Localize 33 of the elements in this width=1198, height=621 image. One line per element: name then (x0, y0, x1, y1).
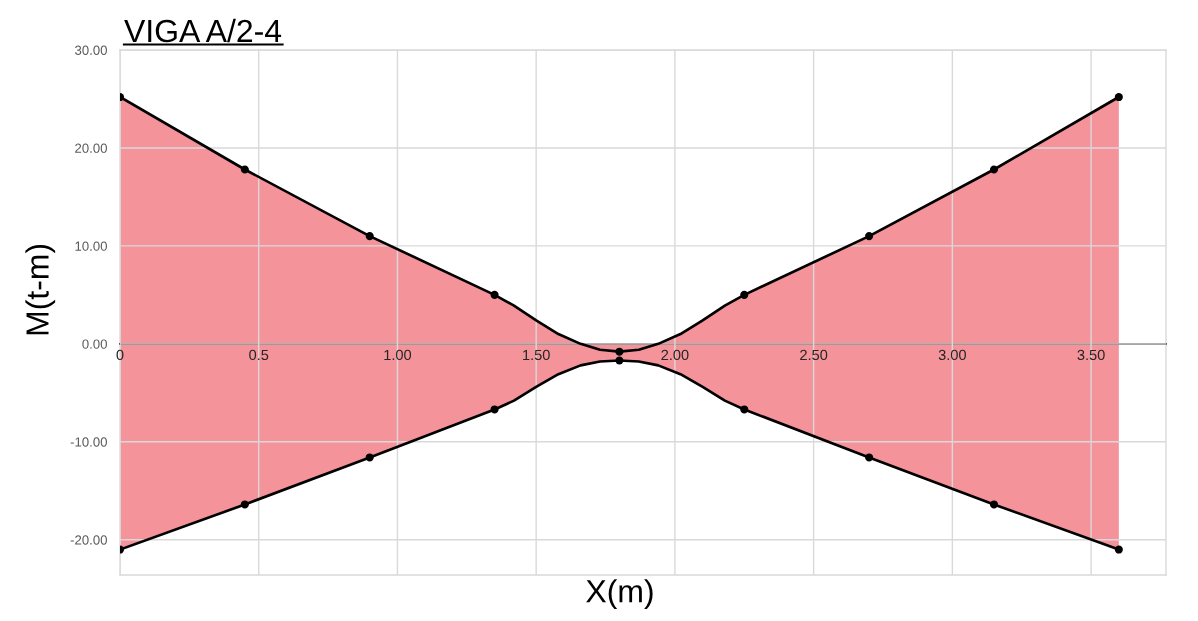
x-tick-label: 1.00 (384, 349, 412, 361)
chart-title: VIGA A/2-4 (124, 18, 282, 43)
point (615, 356, 624, 365)
y-axis-title: M(t-m) (25, 244, 56, 335)
x-tick-label: 2.00 (661, 349, 689, 361)
point (989, 165, 999, 174)
y-tick-label: -10.00 (70, 437, 107, 447)
y-tick-label: -20.00 (70, 535, 107, 545)
y-tick-label: 10.00 (75, 241, 107, 251)
point (989, 500, 999, 509)
point (865, 232, 874, 241)
point (365, 232, 374, 241)
x-tick-label: 1.50 (523, 349, 550, 361)
x-axis-title: X(m) (586, 579, 653, 609)
point (865, 453, 874, 462)
point (615, 347, 624, 356)
y-tick-label: 0.00 (82, 339, 107, 349)
x-tick-label: 3.50 (1077, 349, 1105, 361)
point (1114, 545, 1123, 554)
x-tick-label: 0 (116, 349, 124, 361)
x-tick-label: 0.5 (249, 349, 269, 361)
point (1114, 92, 1123, 102)
point (490, 405, 499, 414)
point (740, 290, 749, 299)
point (490, 290, 499, 299)
y-tick-label: 30.00 (74, 45, 107, 55)
point (740, 405, 749, 414)
point (240, 500, 249, 509)
y-tick-label: 20.00 (75, 143, 107, 153)
x-tick-label: 2.50 (800, 349, 828, 361)
point (365, 453, 374, 462)
point (240, 165, 249, 174)
x-tick-label: 3.00 (938, 349, 966, 361)
